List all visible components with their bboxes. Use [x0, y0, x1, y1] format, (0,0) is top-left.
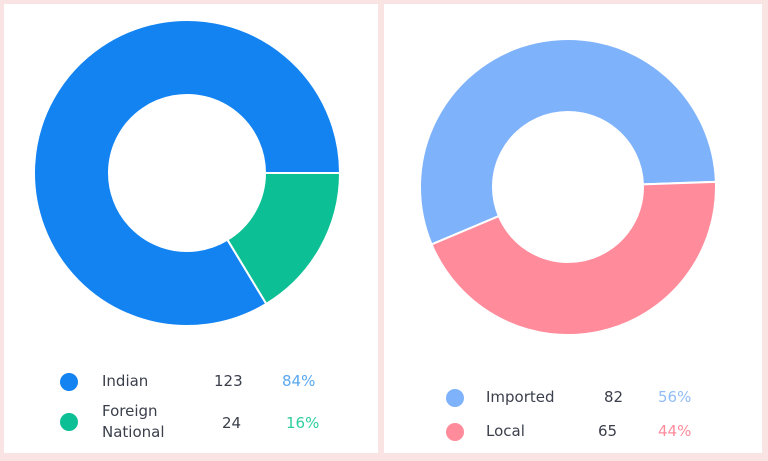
donut-slice-foreign-national[interactable] [226, 172, 342, 306]
nationality-card: Indian 123 84% Foreign National 24 16% [4, 4, 378, 453]
legend-dot-foreign-national [60, 413, 78, 431]
legend-count-imported: 82 [604, 388, 624, 406]
legend-count-indian: 123 [214, 372, 243, 390]
source-card: Imported 82 56% Local 65 44% [384, 4, 762, 453]
nationality-donut-chart [33, 19, 342, 327]
donut-slice-local[interactable] [430, 180, 717, 336]
legend-label-local: Local [486, 422, 525, 440]
donut-slice-imported[interactable] [419, 38, 717, 246]
legend-percent-indian: 84% [282, 372, 316, 390]
legend-count-foreign-national: 24 [222, 414, 242, 432]
legend-percent-foreign-national: 16% [286, 414, 320, 432]
donut-slice-indian[interactable] [33, 19, 342, 327]
legend-label-national: National [102, 423, 165, 441]
source-donut-chart [419, 38, 717, 336]
legend-row-indian[interactable]: Indian 123 84% [4, 360, 378, 404]
legend-percent-local: 44% [658, 422, 692, 440]
legend-dot-imported [446, 389, 464, 407]
legend-label-foreign: Foreign [102, 402, 158, 420]
legend-dot-local [446, 423, 464, 441]
legend-label-indian: Indian [102, 372, 149, 390]
legend-count-local: 65 [598, 422, 618, 440]
legend-dot-indian [60, 373, 78, 391]
legend-label-imported: Imported [486, 388, 555, 406]
legend-percent-imported: 56% [658, 388, 692, 406]
legend-row-imported[interactable]: Imported 82 56% [384, 378, 762, 422]
legend-row-local[interactable]: Local 65 44% [384, 412, 762, 456]
legend-row-foreign-national[interactable]: Foreign National 24 16% [4, 402, 378, 446]
